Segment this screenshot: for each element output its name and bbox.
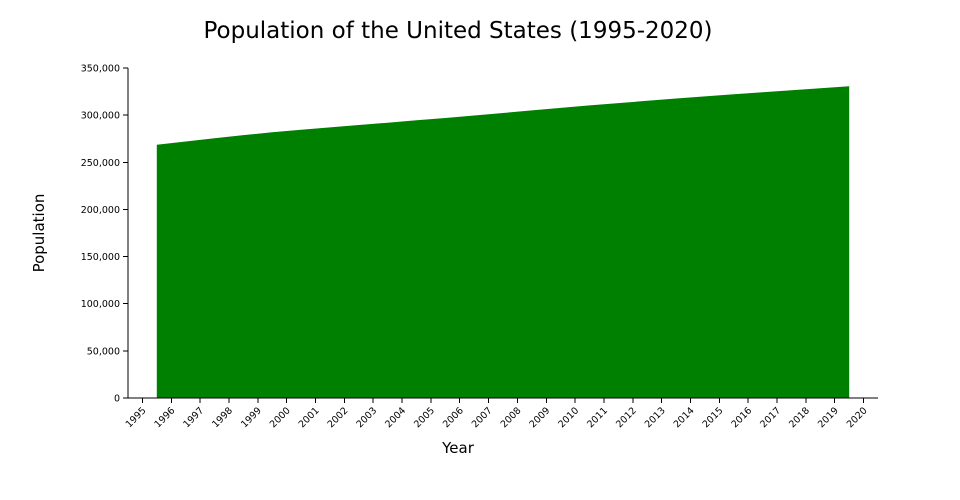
x-tick-label: 2010	[556, 405, 581, 430]
y-tick-label: 350,000	[81, 64, 120, 75]
x-tick-label: 2007	[470, 405, 495, 430]
x-tick-label: 1996	[153, 405, 178, 430]
x-tick-label: 2014	[672, 405, 697, 430]
x-tick-label: 2000	[268, 405, 293, 430]
x-tick-label: 2012	[614, 405, 639, 430]
population-area	[156, 86, 850, 398]
x-tick-label: 2020	[845, 405, 870, 430]
x-tick-label: 2011	[585, 405, 610, 430]
x-tick-label: 2008	[499, 405, 524, 430]
y-axis-label: Population	[30, 194, 48, 273]
x-tick-label: 2004	[383, 405, 408, 430]
x-tick-label: 2003	[354, 405, 379, 430]
x-tick-label: 1997	[181, 405, 206, 430]
y-tick-label: 150,000	[81, 252, 120, 263]
x-tick-label: 2019	[816, 405, 841, 430]
y-tick-label: 200,000	[81, 205, 120, 216]
plot-area	[156, 86, 850, 398]
x-axis-label: Year	[441, 439, 475, 457]
x-tick-label: 2006	[441, 405, 466, 430]
x-tick-label: 2005	[412, 405, 437, 430]
x-axis: 1995 1996 1997 1998 1999 2000 2001 2002 2003 2004…	[124, 397, 878, 430]
x-tick-label: 2016	[729, 405, 754, 430]
x-tick-label: 2018	[787, 405, 812, 430]
y-tick-label: 300,000	[81, 111, 120, 122]
y-tick-label: 100,000	[81, 299, 120, 310]
x-tick-label: 1998	[210, 405, 235, 430]
x-tick-label: 2015	[701, 405, 726, 430]
chart-title: Population of the United States (1995-20…	[203, 18, 712, 44]
x-tick-label: 2017	[758, 405, 783, 430]
x-tick-label: 1999	[239, 405, 264, 430]
x-tick-label: 2009	[528, 405, 553, 430]
y-axis: 0 50,000 100,000 150,000 200,000 250,000 300,0…	[81, 64, 129, 405]
x-tick-label: 1995	[124, 405, 149, 430]
x-tick-label: 2001	[297, 405, 322, 430]
y-tick-label: 50,000	[87, 346, 120, 357]
y-tick-label: 0	[114, 394, 120, 405]
x-tick-label: 2002	[326, 405, 351, 430]
x-tick-label: 2013	[643, 405, 668, 430]
y-tick-label: 250,000	[81, 158, 120, 169]
